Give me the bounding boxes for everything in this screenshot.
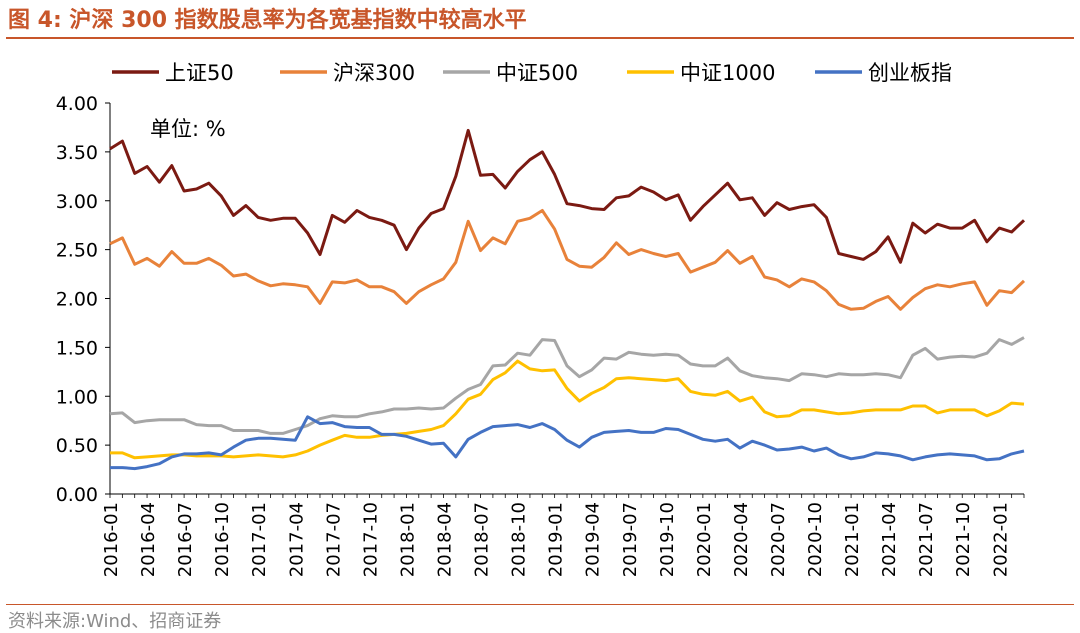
y-axis: 0.00 0.50 1.00 1.50 2.00 2.50 3.00 3.50 4.00 (56, 93, 111, 506)
x-tick-label: 2019-04 (583, 502, 604, 577)
chart-legend: 上证50 沪深300 中证500 中证1000 创业板指 (112, 61, 952, 85)
legend-label: 上证50 (165, 61, 234, 85)
x-tick-label: 2021-10 (953, 502, 974, 577)
x-tick-label: 2018-07 (472, 502, 493, 577)
y-tick-label: 3.00 (56, 191, 98, 213)
x-tick-label: 2020-04 (731, 502, 752, 577)
series-lines (109, 128, 1026, 471)
y-tick-label: 2.00 (56, 289, 98, 311)
x-tick-label: 2017-01 (249, 502, 270, 577)
x-tick-label: 2020-10 (805, 502, 826, 577)
figure-title: 图 4: 沪深 300 指数股息率为各宽基指数中较高水平 (8, 8, 527, 33)
x-tick-label: 2016-10 (212, 502, 233, 577)
legend-label: 中证500 (496, 61, 578, 85)
x-tick-label: 2018-01 (397, 502, 418, 577)
x-tick-label: 2019-07 (620, 502, 641, 577)
x-tick-label: 2017-04 (286, 502, 307, 577)
y-tick-label: 3.50 (56, 142, 98, 164)
y-tick-label: 1.00 (56, 386, 98, 408)
x-tick-label: 2022-01 (990, 502, 1011, 577)
x-axis: 2016-01 2016-04 2016-07 2016-10 2017-01 2017-… (101, 493, 1025, 577)
line-chart: 上证50 沪深300 中证500 中证1000 创业板指 单位: % 0.00 0.50 1… (56, 61, 1026, 577)
y-tick-label: 4.00 (56, 93, 98, 115)
x-tick-label: 2016-04 (138, 502, 159, 577)
x-tick-label: 2021-07 (916, 502, 937, 577)
series-line-3 (110, 359, 1025, 460)
y-tick-label: 0.00 (56, 484, 98, 506)
x-tick-label: 2019-01 (546, 502, 567, 577)
y-tick-label: 1.50 (56, 337, 98, 359)
x-tick-label: 2020-07 (768, 502, 789, 577)
title-rule (6, 37, 1074, 39)
x-tick-label: 2016-07 (175, 502, 196, 577)
unit-note: 单位: % (150, 117, 226, 141)
y-tick-label: 2.50 (56, 240, 98, 262)
x-tick-label: 2020-01 (694, 502, 715, 577)
series-line-4 (110, 415, 1025, 471)
x-tick-label: 2018-10 (509, 502, 530, 577)
x-tick-label: 2016-01 (101, 502, 122, 577)
legend-label: 沪深300 (333, 61, 415, 85)
source-rule (6, 604, 1074, 605)
x-tick-label: 2017-07 (323, 502, 344, 577)
y-tick-label: 0.50 (56, 435, 98, 457)
x-tick-label: 2017-10 (360, 502, 381, 577)
x-tick-label: 2021-01 (842, 502, 863, 577)
legend-label: 中证1000 (680, 61, 775, 85)
x-tick-label: 2019-10 (657, 502, 678, 577)
series-line-1 (109, 209, 1026, 311)
source-note: 资料来源:Wind、招商证券 (8, 611, 222, 632)
series-line-2 (109, 336, 1025, 435)
x-tick-label: 2018-04 (434, 502, 455, 577)
legend-label: 创业板指 (868, 61, 952, 85)
series-line-0 (109, 128, 1026, 264)
x-tick-label: 2021-04 (879, 502, 900, 577)
